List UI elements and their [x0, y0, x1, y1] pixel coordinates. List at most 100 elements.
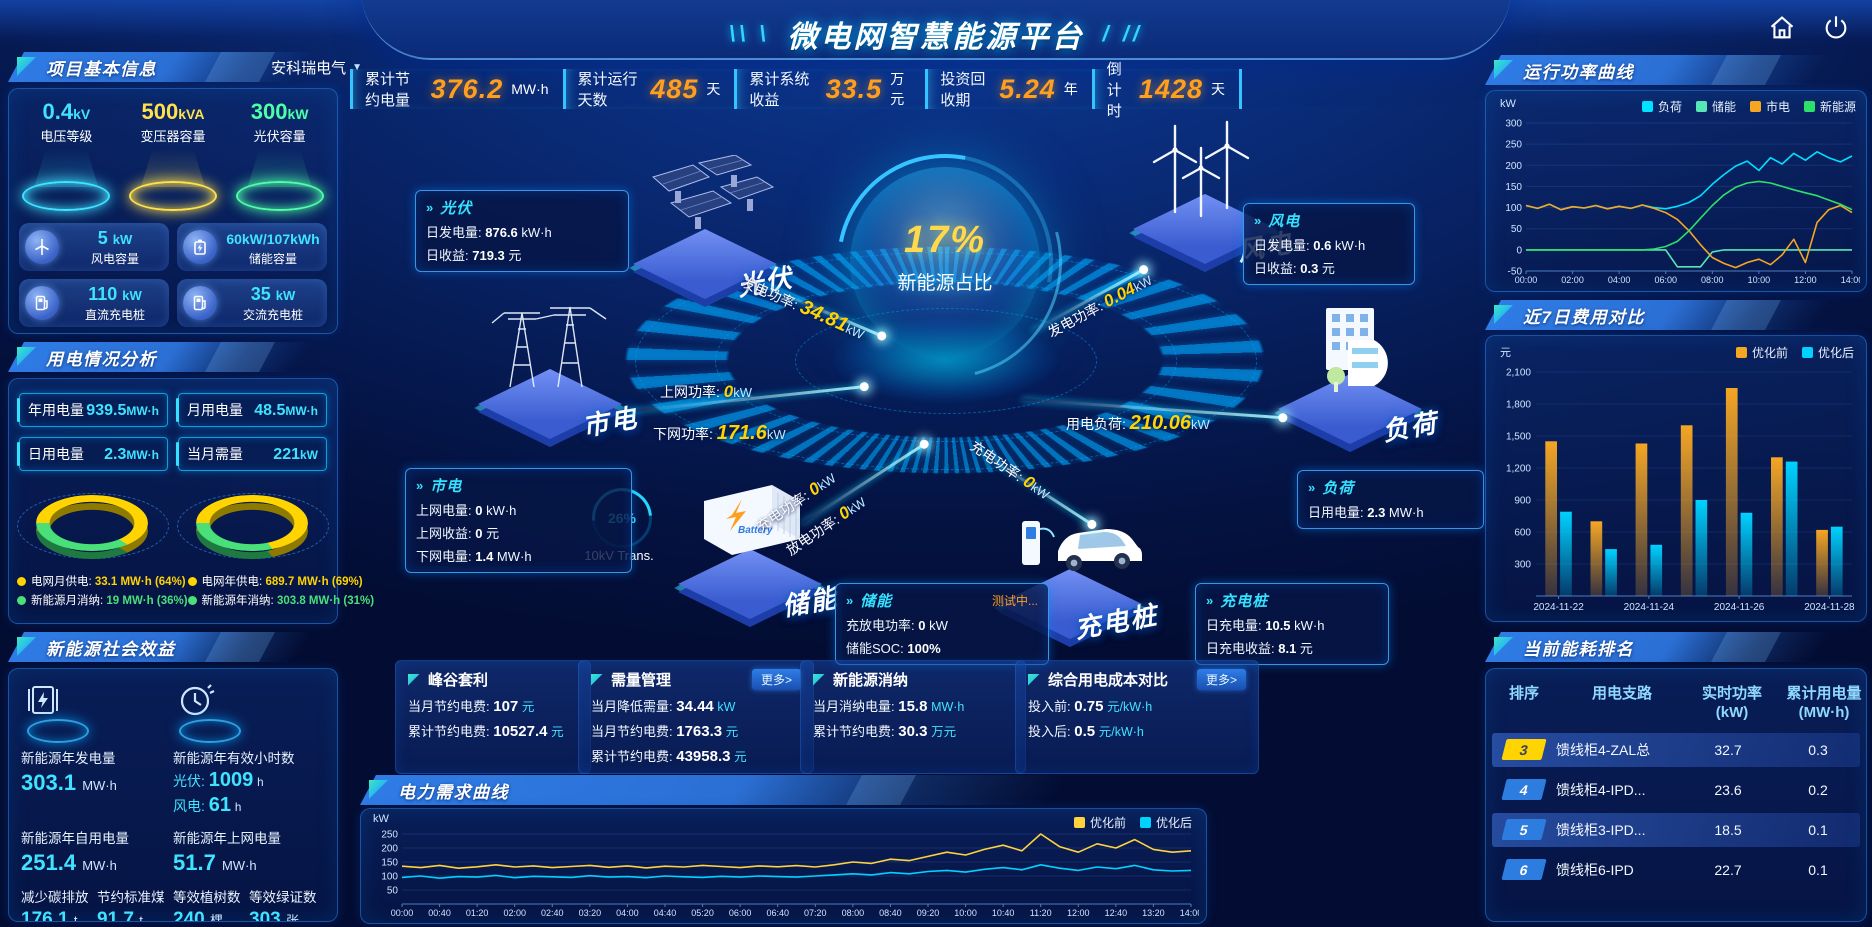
cost-panel-title: 近7日费用对比	[1523, 307, 1645, 327]
rank-badge: 6	[1501, 859, 1547, 880]
donut-legend-item: 电网月供电: 33.1 MW·h (64%)	[17, 573, 188, 589]
more-button[interactable]: 更多>	[1196, 669, 1246, 690]
info-box-header: » 光伏	[426, 197, 618, 218]
podium-disc	[22, 181, 111, 211]
usage-stats: 年用电量 939.5MW·h 月用电量 48.5MW·h 日用电量 2.3MW·h 当月需量…	[9, 379, 337, 471]
realtime-power: 23.6	[1714, 781, 1742, 798]
info-box-row: 上网收益: 0 元	[416, 526, 500, 541]
info-box-row: 储能SOC: 100%	[846, 641, 941, 656]
pv-info-box: » 光伏 日发电量: 876.6 kW·h 日收益: 719.3 元	[415, 190, 629, 272]
table-row[interactable]: 6 馈线柜6-IPD 22.7 0.1	[1492, 853, 1860, 887]
info-box-row: 日充电收益: 8.1 元	[1206, 641, 1313, 656]
svg-text:250: 250	[381, 830, 398, 841]
power-panel-title: 运行功率曲线	[1523, 62, 1634, 82]
panel-flag-icon	[17, 57, 36, 76]
grid-down-flow-label: 下网功率: 171.6kW	[653, 422, 786, 444]
grid-node: 市电	[470, 295, 640, 447]
table-row[interactable]: 3 馈线柜4-ZAL总 32.7 0.3	[1492, 732, 1860, 767]
info-box-title: 市电	[430, 478, 463, 495]
svg-text:07:20: 07:20	[804, 908, 827, 918]
social-item: 新能源年有效小时数 光伏: 1009 h 风电: 61 h	[173, 679, 325, 817]
info-box-header: » 市电	[416, 475, 621, 496]
chevron-down-icon: ▼	[352, 61, 362, 73]
svg-text:600: 600	[1514, 528, 1531, 539]
rank-badge: 4	[1501, 779, 1547, 800]
info-box-title: 负荷	[1322, 480, 1355, 497]
donut-legends: 电网月供电: 33.1 MW·h (64%) 电网年供电: 689.7 MW·h …	[9, 573, 374, 608]
company-select[interactable]: 安科瑞电气 ▼	[271, 57, 362, 78]
total-energy: 0.1	[1808, 861, 1828, 878]
company-name: 安科瑞电气	[271, 59, 347, 77]
table-row[interactable]: 4 馈线柜4-IPD... 23.6 0.2	[1492, 773, 1860, 807]
charger-info-box: » 充电桩 日充电量: 10.5 kW·h 日充电收益: 8.1 元	[1195, 583, 1389, 665]
capacity-stat-text: 5 kW 风电容量	[67, 228, 163, 267]
card-flag-icon	[1028, 673, 1040, 686]
social-item-label: 等效植树数	[173, 890, 241, 905]
panel-flag-icon	[1494, 637, 1513, 656]
card-row: 投入后: 0.5 元/kW·h	[1028, 723, 1144, 740]
ranking-table-header: 排序 用电支路 实时功率 (kW) 累计用电量 (MW·h)	[1486, 669, 1866, 727]
header-swoosh	[361, 0, 1511, 60]
card-row: 当月消纳电量: 15.8 MW·h	[813, 698, 965, 715]
transmission-tower-icon	[491, 306, 607, 388]
project-panel-title: 项目基本信息	[46, 59, 157, 79]
social-panel-header: 新能源社会效益	[8, 632, 374, 662]
svg-text:1,500: 1,500	[1506, 432, 1531, 443]
svg-text:50: 50	[1511, 224, 1523, 235]
legend-swatch	[1073, 817, 1085, 828]
info-box-row: 上网电量: 0 kW·h	[416, 503, 517, 518]
info-box-header: » 负荷	[1308, 477, 1473, 498]
card-row: 当月节约电费: 1763.3 元	[591, 723, 739, 740]
more-button[interactable]: 更多>	[751, 669, 801, 690]
ranking-panel-header: 当前能耗排名	[1485, 632, 1872, 662]
title-deco-right: / //	[1102, 21, 1143, 46]
legend-dot	[17, 595, 26, 605]
card-title: 峰谷套利	[428, 672, 489, 689]
social-item: 等效绿证数 303 张	[249, 886, 325, 921]
social-item-label: 新能源年有效小时数	[173, 751, 295, 766]
header-icons	[1768, 14, 1850, 42]
donut-area	[9, 477, 337, 573]
project-stats: 5 kW 风电容量 60kW/107kWh 储能容量 110 kW 直流充电桩 35 kW…	[9, 211, 337, 327]
page-title-text: 微电网智慧能源平台	[787, 21, 1085, 54]
branch-name: 馈线柜6-IPD	[1556, 861, 1634, 878]
chevron-right-icon: »	[1206, 593, 1214, 608]
info-box-row: 日收益: 719.3 元	[426, 248, 522, 263]
usage-stat-label: 当月需量	[187, 446, 243, 462]
total-energy: 0.3	[1808, 741, 1828, 758]
power-icon[interactable]	[1822, 14, 1850, 42]
social-sub-row: 光伏: 1009 h	[173, 769, 264, 791]
legend-label: 优化前	[1089, 816, 1126, 830]
card-header: 峰谷套利	[408, 669, 578, 690]
building-icon	[1326, 308, 1388, 392]
svg-text:14:00: 14:00	[1180, 908, 1199, 918]
info-box-title: 充电桩	[1220, 593, 1269, 610]
social-item: 减少碳排放 176.1 t	[21, 886, 97, 921]
usage-panel-header: 用电情况分析	[8, 342, 374, 372]
total-energy: 0.1	[1808, 821, 1828, 838]
podium-row: 0.4kV 电压等级 500kVA 变压器容量 300kW 光伏容量	[9, 89, 337, 211]
home-icon[interactable]	[1768, 14, 1796, 42]
svg-text:02:00: 02:00	[1561, 275, 1584, 285]
chevron-right-icon: »	[416, 478, 424, 493]
donut-legend-item: 新能源年消纳: 303.8 MW·h (31%)	[187, 592, 374, 608]
benefit-card: 峰谷套利 当月节约电费: 107 元累计节约电费: 10527.4 元	[395, 660, 591, 774]
rank-badge: 3	[1501, 739, 1547, 760]
demand-panel-header: 电力需求曲线	[360, 775, 1243, 805]
legend-item: 市电	[1749, 98, 1790, 115]
power-curve-chart: -50 0 50 100 150 200 250 300 00:00 02:00 04:00 06:0…	[1505, 119, 1860, 286]
storage-node: Battery 储能	[670, 475, 840, 627]
svg-text:2024-11-22: 2024-11-22	[1533, 602, 1584, 613]
svg-text:08:00: 08:00	[842, 908, 865, 918]
card-title: 综合用电成本对比	[1048, 672, 1169, 689]
stat-value: 376.2	[430, 73, 504, 104]
capacity-stat-text: 35 kW 交流充电桩	[225, 284, 321, 323]
status-badge: 测试中...	[991, 594, 1038, 608]
svg-text:03:20: 03:20	[579, 908, 602, 918]
card-row: 投入前: 0.75 元/kW·h	[1028, 698, 1153, 715]
panel-flag-icon	[1494, 60, 1513, 79]
project-panel-body: 0.4kV 电压等级 500kVA 变压器容量 300kW 光伏容量 5 kW 风电容量 60…	[8, 88, 338, 334]
table-row[interactable]: 5 馈线柜3-IPD... 18.5 0.1	[1492, 812, 1860, 847]
project-panel-header: 项目基本信息 安科瑞电气 ▼	[8, 52, 374, 82]
social-grid: 新能源年发电量 303.1 MW·h 新能源年有效小时数 光伏: 1009 h 风电: …	[9, 669, 337, 921]
